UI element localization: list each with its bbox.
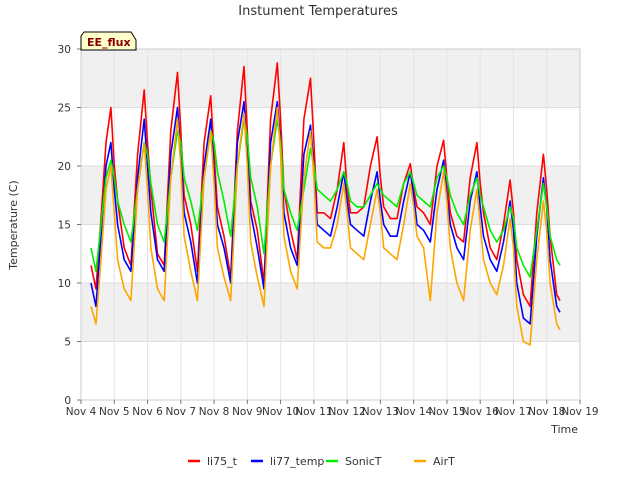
y-tick-label: 5 — [64, 337, 71, 349]
x-axis-ticks: Nov 4 Nov 5 Nov 6 Nov 7 Nov 8 Nov 9 Nov 10Nov … — [66, 400, 599, 418]
series-line-AirT — [90, 106, 561, 346]
x-tick-label: Nov 16 — [462, 406, 500, 418]
legend-label-AirT: AirT — [433, 455, 455, 468]
x-tick-label: Nov 18 — [528, 406, 565, 418]
x-tick-label: Nov 13 — [362, 406, 399, 418]
x-tick-label: Nov 10 — [262, 406, 299, 418]
legend: li75_t li77_temp SonicT AirT — [188, 455, 455, 468]
plot-band — [81, 49, 580, 108]
x-tick-label: Nov 4 — [66, 406, 97, 418]
series-lines — [90, 62, 561, 346]
x-tick-label: Nov 12 — [329, 406, 366, 418]
x-tick-label: Nov 9 — [232, 406, 263, 418]
y-tick-label: 25 — [58, 103, 71, 115]
ee-flux-badge: EE_flux — [80, 31, 137, 51]
x-tick-label: Nov 6 — [132, 406, 163, 418]
y-axis-ticks: 0 5 10 15 20 25 30 — [58, 44, 81, 407]
x-tick-label: Nov 5 — [99, 406, 130, 418]
y-tick-label: 15 — [58, 220, 71, 232]
x-tick-label: Nov 7 — [166, 406, 197, 418]
x-axis-label: Time — [550, 423, 578, 436]
x-tick-label: Nov 14 — [395, 406, 433, 418]
y-tick-label: 30 — [58, 44, 71, 56]
x-tick-label: Nov 8 — [199, 406, 230, 418]
y-tick-label: 0 — [64, 395, 71, 407]
x-tick-label: Nov 19 — [561, 406, 598, 418]
series-line-SonicT — [90, 118, 561, 278]
y-tick-label: 20 — [58, 161, 71, 173]
badge-shape — [80, 31, 137, 51]
y-tick-label: 10 — [58, 278, 71, 290]
plot-band — [81, 283, 580, 342]
x-tick-label: Nov 11 — [295, 406, 332, 418]
x-tick-label: Nov 15 — [428, 406, 465, 418]
legend-label-li75_t: li75_t — [207, 455, 238, 468]
badge-label: EE_flux — [87, 36, 131, 49]
series-line-li77_temp — [90, 100, 561, 325]
x-tick-label: Nov 17 — [495, 406, 532, 418]
legend-label-SonicT: SonicT — [345, 455, 382, 468]
y-axis-label: Temperature (C) — [7, 180, 20, 270]
legend-label-li77_temp: li77_temp — [270, 455, 324, 468]
chart-title: Instument Temperatures — [238, 4, 398, 19]
plot-band — [81, 166, 580, 225]
